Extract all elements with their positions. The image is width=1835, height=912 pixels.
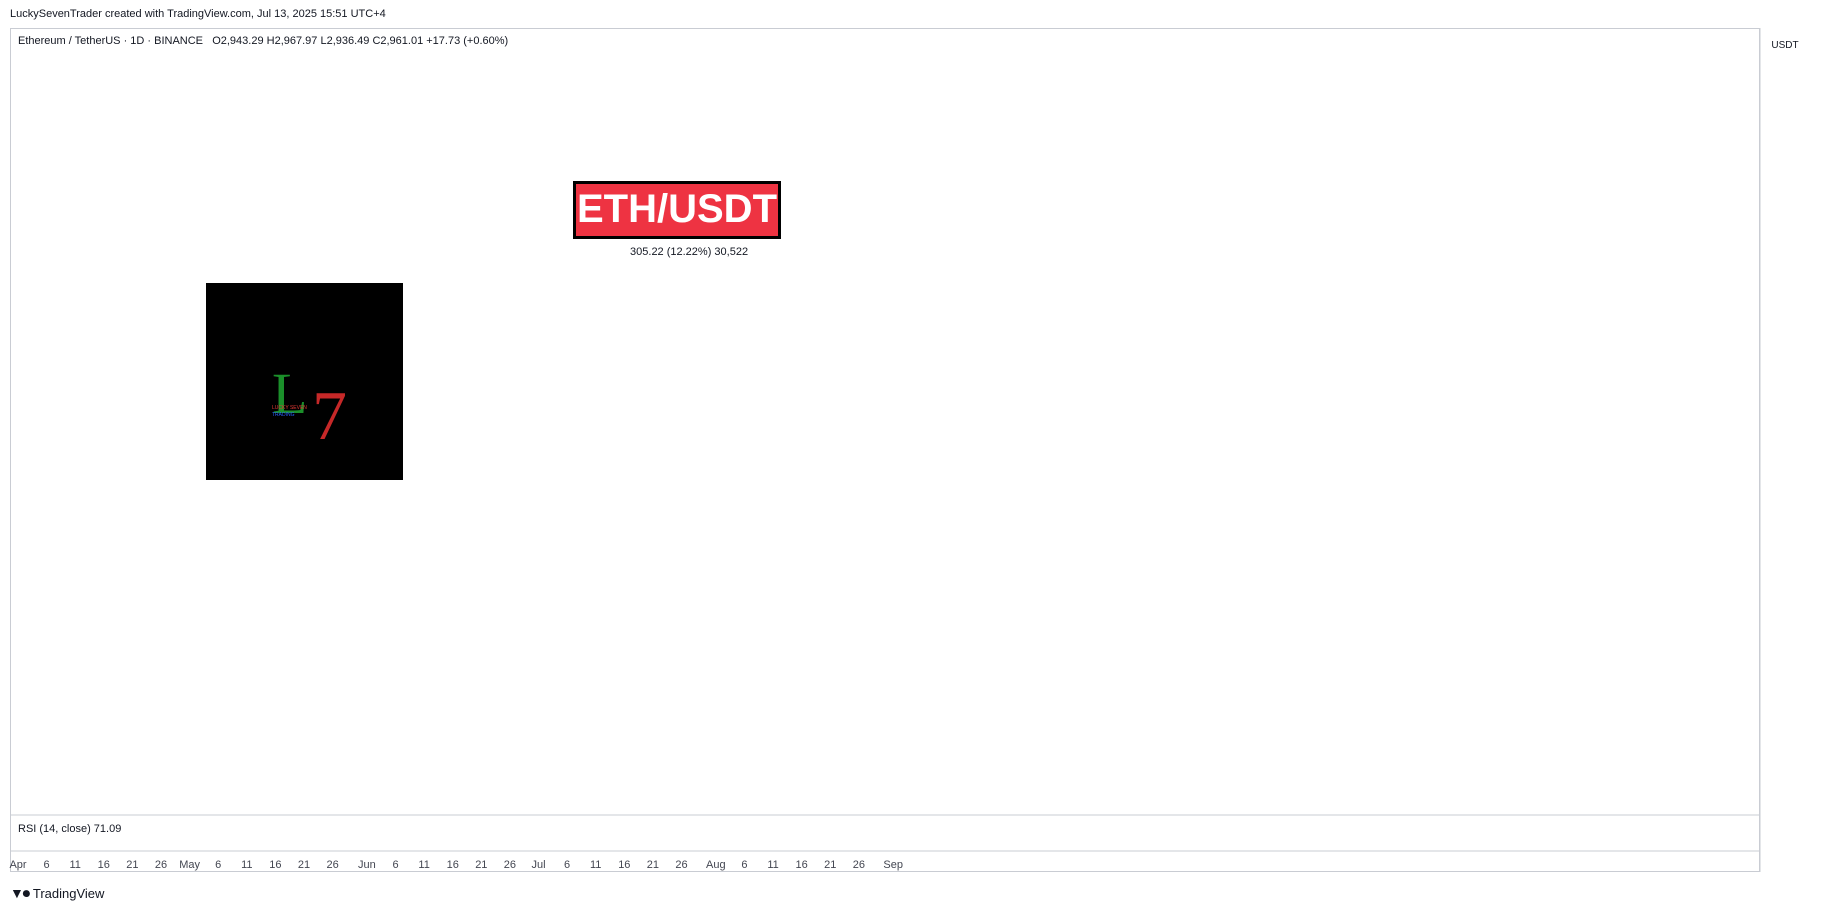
creator-line: LuckySevenTrader created with TradingVie… xyxy=(10,8,386,20)
brand-logo: L 7 LUCKY SEVEN TRADING xyxy=(206,283,403,480)
time-tick-13: 6 xyxy=(392,859,398,871)
time-tick-2: 11 xyxy=(69,859,80,871)
time-tick-7: 6 xyxy=(215,859,221,871)
time-tick-8: 11 xyxy=(241,859,252,871)
currency-label: USDT xyxy=(1771,40,1798,51)
logo-letter-l: L xyxy=(272,361,307,426)
logo-sub-1: LUCKY SEVEN xyxy=(272,405,307,411)
time-tick-9: 16 xyxy=(269,859,281,871)
time-tick-28: 21 xyxy=(824,859,836,871)
time-tick-22: 21 xyxy=(647,859,659,871)
footer-brand[interactable]: ▼⏺ TradingView xyxy=(10,885,104,902)
time-tick-20: 11 xyxy=(590,859,601,871)
time-tick-0: Apr xyxy=(9,859,26,871)
time-tick-12: Jun xyxy=(358,859,376,871)
time-tick-16: 21 xyxy=(475,859,487,871)
ohlc-values: O2,943.29 H2,967.97 L2,936.49 C2,961.01 … xyxy=(212,35,509,47)
time-tick-1: 6 xyxy=(44,859,50,871)
time-tick-5: 26 xyxy=(155,859,167,871)
time-tick-18: Jul xyxy=(531,859,545,871)
logo-sub-2: TRADING xyxy=(272,412,295,418)
time-tick-29: 26 xyxy=(853,859,865,871)
time-tick-26: 11 xyxy=(767,859,778,871)
time-tick-14: 11 xyxy=(418,859,429,871)
time-tick-27: 16 xyxy=(796,859,808,871)
time-tick-15: 16 xyxy=(447,859,459,871)
time-tick-6: May xyxy=(179,859,200,871)
title-box[interactable]: ETH/USDT xyxy=(573,181,781,239)
symbol-name[interactable]: Ethereum / TetherUS · 1D · BINANCE xyxy=(18,35,204,47)
time-tick-11: 26 xyxy=(326,859,338,871)
rsi-legend[interactable]: RSI (14, close) 71.09 xyxy=(18,823,122,835)
time-tick-25: 6 xyxy=(741,859,747,871)
time-tick-30: Sep xyxy=(883,859,903,871)
time-tick-23: 26 xyxy=(675,859,687,871)
time-tick-4: 21 xyxy=(126,859,138,871)
logo-image: L 7 LUCKY SEVEN TRADING xyxy=(272,361,347,455)
time-tick-3: 16 xyxy=(98,859,110,871)
time-tick-24: Aug xyxy=(706,859,726,871)
time-tick-21: 16 xyxy=(618,859,630,871)
footer-brand-label: TradingView xyxy=(32,886,105,901)
logo-digit-7: 7 xyxy=(312,378,347,455)
time-tick-19: 6 xyxy=(564,859,570,871)
tradingview-icon: ▼⏺ xyxy=(10,885,30,901)
measure-label: 305.22 (12.22%) 30,522 xyxy=(630,246,748,258)
symbol-legend[interactable]: Ethereum / TetherUS · 1D · BINANCE O2,94… xyxy=(18,35,508,47)
time-tick-17: 26 xyxy=(504,859,516,871)
time-tick-10: 21 xyxy=(298,859,310,871)
